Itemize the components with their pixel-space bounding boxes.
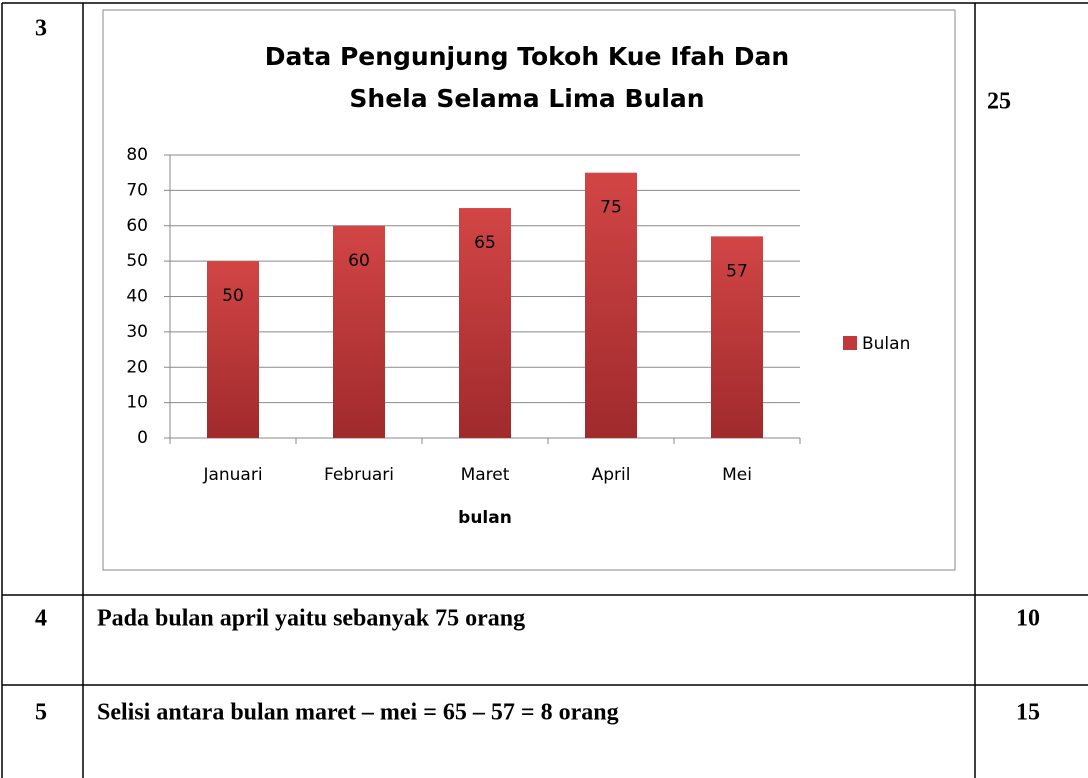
- y-tick-label: 70: [126, 180, 148, 200]
- legend-label: Bulan: [862, 334, 910, 354]
- chart: Data Pengunjung Tokoh Kue Ifah Dan Shela …: [126, 42, 910, 528]
- legend-swatch: [843, 336, 857, 350]
- bar: [207, 261, 259, 438]
- row-score: 15: [1016, 700, 1040, 726]
- bar: [459, 208, 511, 438]
- data-label: 57: [726, 261, 748, 281]
- y-tick-label: 10: [126, 393, 148, 413]
- y-tick-label: 0: [137, 428, 148, 448]
- y-tick-label: 80: [126, 145, 148, 165]
- bar: [333, 225, 385, 438]
- row-content: Selisi antara bulan maret – mei = 65 – 5…: [97, 700, 619, 726]
- x-tick-label: Mei: [722, 465, 752, 485]
- x-tick-label: Februari: [324, 465, 394, 485]
- chart-title: Data Pengunjung Tokoh Kue Ifah Dan: [265, 42, 789, 71]
- row-content: Pada bulan april yaitu sebanyak 75 orang: [97, 606, 525, 632]
- row-number: 4: [35, 606, 47, 632]
- bar: [585, 172, 637, 438]
- data-label: 60: [348, 251, 370, 271]
- y-tick-label: 40: [126, 287, 148, 307]
- row-score: 25: [987, 89, 1011, 115]
- y-tick-label: 20: [126, 357, 148, 377]
- x-axis-title: bulan: [458, 508, 512, 528]
- row-number: 3: [35, 16, 47, 42]
- data-label: 75: [600, 198, 622, 218]
- row-score: 10: [1016, 606, 1040, 632]
- x-tick-label: Maret: [461, 465, 510, 485]
- y-tick-label: 50: [126, 251, 148, 271]
- row-number: 5: [35, 700, 47, 726]
- chart-title: Shela Selama Lima Bulan: [349, 84, 704, 113]
- bar: [711, 236, 763, 438]
- y-tick-label: 30: [126, 322, 148, 342]
- data-label: 50: [222, 286, 244, 306]
- y-tick-label: 60: [126, 216, 148, 236]
- x-tick-label: Januari: [202, 465, 262, 485]
- x-tick-label: April: [592, 465, 631, 485]
- data-label: 65: [474, 233, 496, 253]
